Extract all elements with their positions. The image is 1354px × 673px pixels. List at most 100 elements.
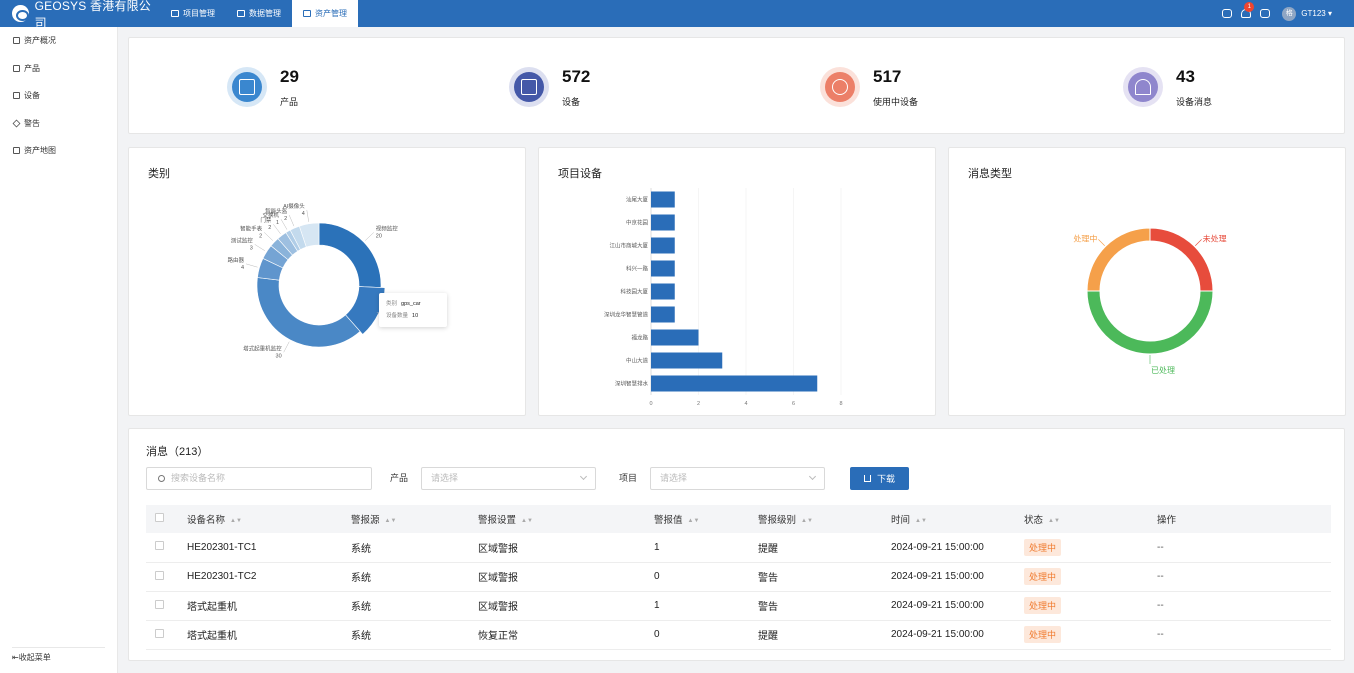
- slice-value-label: 2: [268, 225, 271, 231]
- bell-icon[interactable]: 1: [1241, 2, 1255, 18]
- sidebar-item-asset-overview[interactable]: 资产概况: [0, 27, 117, 55]
- collapse-menu-button[interactable]: ⇤收起菜单: [12, 647, 105, 663]
- column-label: 警报源: [351, 515, 380, 526]
- column-header[interactable]: 状态 ▲▼: [1024, 505, 1157, 533]
- stat-ring: [509, 66, 549, 107]
- pie-slice[interactable]: [318, 222, 382, 288]
- pie-slice[interactable]: [298, 222, 320, 248]
- bar[interactable]: [651, 375, 818, 392]
- column-header[interactable]: 警报设置 ▲▼: [478, 505, 654, 533]
- sort-icon[interactable]: ▲▼: [384, 518, 397, 524]
- category-donut-chart[interactable]: 视频监控20钢丝绳监控10塔式起重机监控30路由器4测试监控3智能手表2门禁2交…: [129, 148, 527, 417]
- column-header[interactable]: 设备名称 ▲▼: [187, 505, 351, 533]
- bar[interactable]: [651, 214, 675, 231]
- pie-slice[interactable]: [256, 277, 361, 348]
- cell-setting: 恢复正常: [478, 620, 654, 650]
- y-tick-label: 科技园大厦: [620, 288, 648, 296]
- slice-leader-line: [254, 244, 266, 252]
- bar[interactable]: [651, 329, 699, 346]
- stat-devices: 572 设备: [509, 38, 590, 135]
- slice-leader-line: [1098, 239, 1105, 246]
- sort-icon[interactable]: ▲▼: [230, 518, 242, 524]
- cell-level: 警告: [758, 562, 891, 592]
- row-checkbox[interactable]: [155, 599, 164, 609]
- product-filter-label: 产品: [390, 473, 409, 483]
- column-header[interactable]: 警报级别 ▲▼: [758, 505, 891, 533]
- table-row[interactable]: 塔式起重机 系统 恢复正常 0 提醒 2024-09-21 15:00:00 处…: [146, 620, 1331, 650]
- cell-status: 处理中: [1024, 562, 1157, 592]
- slice-leader-line: [364, 232, 374, 241]
- stat-label: 使用中设备: [873, 96, 919, 107]
- y-tick-label: 福龙路: [631, 334, 648, 342]
- select-placeholder: 请选择: [431, 473, 459, 483]
- search-input[interactable]: 搜索设备名称: [146, 467, 372, 490]
- sort-icon[interactable]: ▲▼: [521, 518, 533, 524]
- column-header[interactable]: 警报源 ▲▼: [351, 505, 478, 533]
- tooltip-key: 设备数量: [386, 313, 409, 319]
- row-checkbox[interactable]: [155, 628, 164, 638]
- product-select[interactable]: 请选择: [421, 467, 596, 490]
- sidebar-item-asset-map[interactable]: 资产地图: [0, 137, 117, 165]
- project-select[interactable]: 请选择: [650, 467, 825, 490]
- bar[interactable]: [651, 237, 675, 254]
- messages-title: 消息（213）: [146, 446, 209, 458]
- bar[interactable]: [651, 191, 675, 208]
- row-checkbox[interactable]: [155, 570, 164, 580]
- y-tick-label: 深圳龙华智慧管道: [604, 311, 649, 319]
- product-icon: [13, 64, 20, 72]
- pie-slice[interactable]: [1086, 290, 1214, 355]
- messages-card: 消息（213） 搜索设备名称 产品 请选择 项目 请选择 下载 设备名称 ▲▼ 警…: [128, 428, 1345, 661]
- sort-icon[interactable]: ▲▼: [801, 518, 813, 524]
- sort-icon[interactable]: ▲▼: [687, 518, 700, 524]
- sidebar-item-device[interactable]: 设备: [0, 82, 117, 110]
- select-all-checkbox[interactable]: [155, 513, 164, 522]
- column-header[interactable]: 时间 ▲▼: [891, 505, 1024, 533]
- slice-value-label: 2: [284, 216, 287, 222]
- stat-devices-in-use: 517 使用中设备: [820, 38, 918, 135]
- slice-value-label: 2: [259, 233, 262, 239]
- bar[interactable]: [651, 260, 675, 277]
- nav-asset-management[interactable]: 资产管理: [292, 0, 358, 27]
- sort-icon[interactable]: ▲▼: [1048, 518, 1060, 524]
- slice-value-label: 4: [241, 265, 244, 271]
- slice-value-label: 1: [276, 220, 279, 226]
- row-select-cell: [146, 591, 187, 621]
- avatar[interactable]: 格: [1282, 6, 1297, 21]
- table-row[interactable]: HE202301-TC1 系统 区域警报 1 提醒 2024-09-21 15:…: [146, 533, 1331, 563]
- cell-value: 0: [654, 620, 758, 650]
- brand-name: GEOSYS 香港有限公司: [34, 0, 151, 30]
- table-row[interactable]: HE202301-TC2 系统 区域警报 0 警告 2024-09-21 15:…: [146, 562, 1331, 592]
- sidebar-item-product[interactable]: 产品: [0, 55, 117, 83]
- sidebar-item-warning[interactable]: 警告: [0, 110, 117, 138]
- row-checkbox[interactable]: [155, 541, 164, 551]
- status-badge: 处理中: [1024, 538, 1062, 556]
- screen-icon[interactable]: [1260, 9, 1271, 18]
- project-filter-label: 项目: [619, 473, 638, 483]
- bar[interactable]: [651, 306, 675, 323]
- cell-time: 2024-09-21 15:00:00: [891, 533, 1024, 563]
- device-icon: [13, 92, 20, 100]
- column-header[interactable]: 警报值 ▲▼: [654, 505, 758, 533]
- category-chart-title: 类别: [148, 168, 170, 180]
- nav-project-management[interactable]: 项目管理: [160, 0, 226, 27]
- table-row[interactable]: 塔式起重机 系统 区域警报 1 警告 2024-09-21 15:00:00 处…: [146, 591, 1331, 621]
- user-menu[interactable]: GT123 ▾: [1301, 9, 1332, 18]
- project-bar-chart[interactable]: 0 2 4 6 8 汕尾大厦中京花园江山市商城大厦科兴一路科技园大厦深圳龙华智慧管道福龙路…: [539, 148, 937, 417]
- cube-icon: [239, 78, 255, 95]
- cell-device-name: HE202301-TC2: [187, 562, 351, 592]
- stat-products: 29 产品: [227, 38, 299, 135]
- sort-icon[interactable]: ▲▼: [915, 518, 927, 524]
- download-button[interactable]: 下载: [850, 467, 909, 490]
- download-label: 下载: [876, 474, 895, 484]
- pie-slice[interactable]: [1086, 227, 1151, 292]
- cloud-icon[interactable]: [1222, 9, 1233, 18]
- bar[interactable]: [651, 283, 675, 300]
- nav-data-management[interactable]: 数据管理: [226, 0, 292, 27]
- tooltip-key: 类别: [386, 301, 398, 307]
- bar[interactable]: [651, 352, 723, 369]
- chevron-down-icon: [579, 472, 588, 481]
- x-tick-label: 8: [839, 401, 842, 407]
- slice-value-label: 4: [302, 211, 305, 217]
- brand-logo[interactable]: GEOSYS 香港有限公司: [0, 0, 160, 31]
